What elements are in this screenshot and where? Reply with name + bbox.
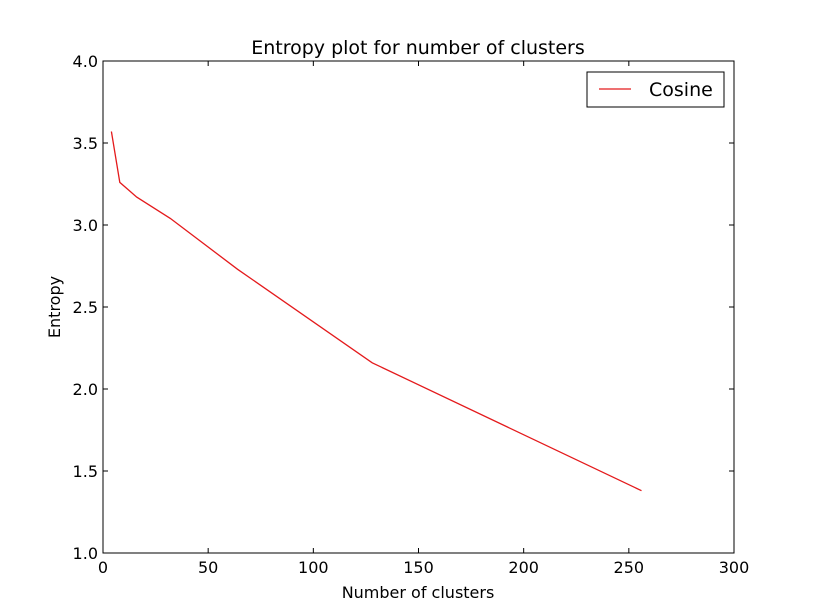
y-tick-label: 3.5 <box>73 134 98 153</box>
y-tick-label: 2.0 <box>73 380 98 399</box>
y-tick-label: 3.0 <box>73 216 98 235</box>
x-tick-label: 100 <box>298 558 329 577</box>
series-line-cosine <box>110 131 642 492</box>
x-axis-label: Number of clusters <box>342 583 495 602</box>
x-tick-label: 50 <box>198 558 218 577</box>
y-axis-label: Entropy <box>45 276 64 338</box>
x-tick-label: 200 <box>508 558 539 577</box>
plot-area <box>110 131 642 492</box>
y-tick-label: 1.5 <box>73 462 98 481</box>
x-tick-label: 150 <box>403 558 434 577</box>
x-tick-label: 250 <box>614 558 645 577</box>
y-tick-label: 1.0 <box>73 544 98 563</box>
legend: Cosine <box>586 71 725 108</box>
x-tick-label: 300 <box>719 558 750 577</box>
axis-ticks: 0 50 100 150 200 250 300 1.0 1.5 2.0 2.5 3.0 3.5 4.0 <box>73 52 750 577</box>
chart-title: Entropy plot for number of clusters <box>251 37 585 59</box>
legend-label: Cosine <box>649 79 713 101</box>
x-tick-label: 0 <box>98 558 108 577</box>
y-tick-label: 2.5 <box>73 298 98 317</box>
y-tick-label: 4.0 <box>73 52 98 71</box>
